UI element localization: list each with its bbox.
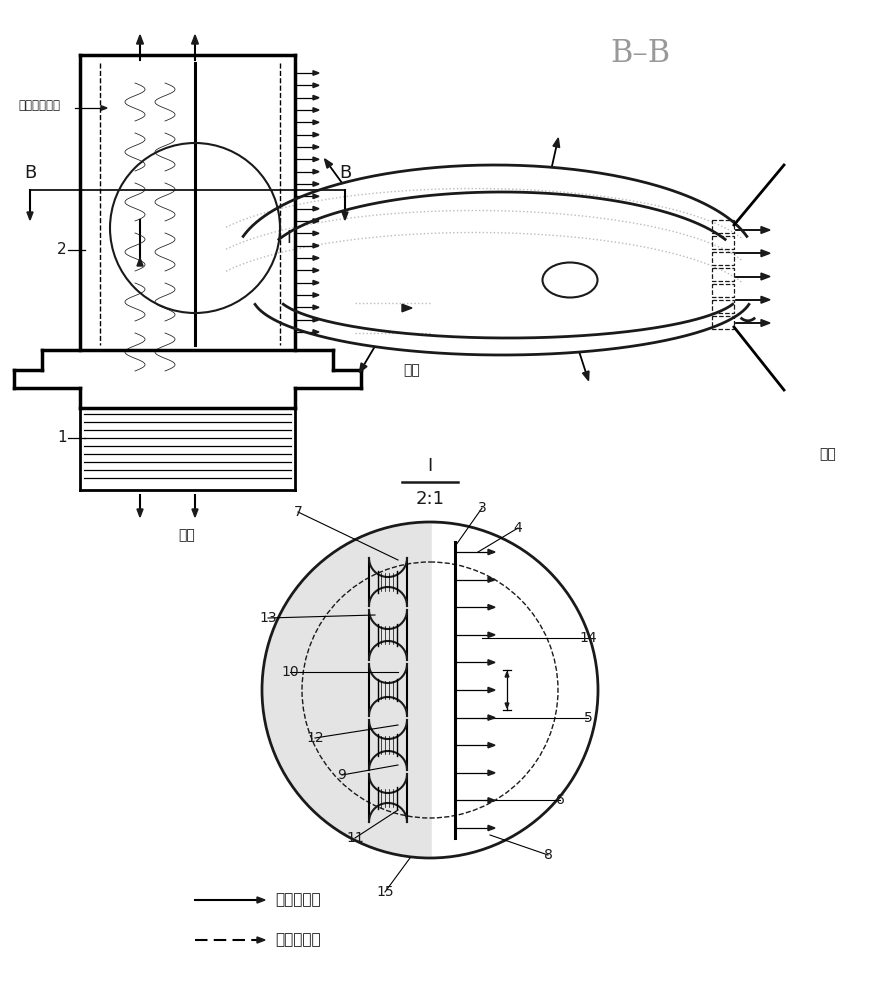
Text: ：冷气流向: ：冷气流向: [274, 892, 320, 907]
Polygon shape: [487, 825, 494, 831]
Text: 7: 7: [293, 505, 302, 519]
Text: 11: 11: [346, 831, 364, 845]
Text: 燃气: 燃气: [403, 363, 420, 377]
Polygon shape: [359, 363, 367, 372]
Circle shape: [264, 524, 595, 856]
Polygon shape: [760, 273, 769, 280]
Polygon shape: [313, 157, 318, 162]
Polygon shape: [191, 35, 198, 44]
Polygon shape: [313, 317, 318, 322]
Polygon shape: [487, 715, 494, 720]
Polygon shape: [313, 305, 318, 310]
Polygon shape: [313, 268, 318, 273]
Polygon shape: [257, 937, 265, 943]
Bar: [432, 524, 595, 856]
Polygon shape: [313, 182, 318, 186]
Polygon shape: [313, 243, 318, 248]
Polygon shape: [401, 304, 411, 312]
Bar: [712, 300, 733, 313]
Polygon shape: [487, 687, 494, 693]
Bar: [712, 284, 733, 297]
Polygon shape: [101, 106, 107, 110]
Text: 3: 3: [477, 501, 485, 515]
Polygon shape: [313, 256, 318, 260]
Polygon shape: [313, 145, 318, 149]
Bar: [712, 220, 733, 233]
Polygon shape: [504, 672, 509, 677]
Polygon shape: [487, 605, 494, 610]
Polygon shape: [313, 206, 318, 211]
Polygon shape: [760, 296, 769, 303]
Polygon shape: [313, 83, 318, 88]
Text: I: I: [427, 457, 432, 475]
Text: 5: 5: [583, 711, 592, 725]
Text: 4: 4: [513, 521, 522, 535]
Polygon shape: [487, 660, 494, 665]
Polygon shape: [191, 509, 198, 517]
Text: ：燃气流向: ：燃气流向: [274, 932, 320, 947]
Bar: [712, 268, 733, 281]
Polygon shape: [313, 330, 318, 334]
Text: B: B: [24, 164, 36, 182]
Polygon shape: [313, 108, 318, 112]
Polygon shape: [487, 770, 494, 775]
Bar: [712, 316, 733, 329]
Text: 14: 14: [578, 631, 596, 645]
Polygon shape: [760, 227, 769, 233]
Polygon shape: [342, 212, 348, 220]
Polygon shape: [487, 798, 494, 803]
Polygon shape: [313, 219, 318, 223]
Text: 2: 2: [57, 242, 67, 257]
Text: 气膜孔未示出: 气膜孔未示出: [18, 99, 60, 112]
Polygon shape: [313, 293, 318, 297]
Polygon shape: [487, 549, 494, 555]
Polygon shape: [313, 132, 318, 137]
Polygon shape: [137, 509, 143, 517]
Polygon shape: [313, 95, 318, 100]
Polygon shape: [313, 194, 318, 199]
Polygon shape: [137, 258, 143, 266]
Text: 15: 15: [375, 885, 393, 899]
Polygon shape: [487, 632, 494, 637]
Polygon shape: [257, 897, 265, 903]
Text: 13: 13: [259, 611, 276, 625]
Bar: [712, 252, 733, 265]
Polygon shape: [313, 71, 318, 75]
Text: 冷气: 冷气: [179, 528, 195, 542]
Polygon shape: [487, 577, 494, 582]
Polygon shape: [137, 35, 143, 44]
Text: 10: 10: [281, 665, 299, 679]
Text: 1: 1: [57, 430, 67, 446]
Polygon shape: [325, 159, 333, 168]
Polygon shape: [487, 743, 494, 748]
Text: 6: 6: [555, 793, 564, 807]
Text: 冷气: 冷气: [819, 447, 835, 461]
Text: 12: 12: [306, 731, 324, 745]
Polygon shape: [27, 212, 33, 220]
Bar: [712, 236, 733, 249]
Polygon shape: [552, 138, 559, 148]
Text: I: I: [286, 229, 291, 247]
Polygon shape: [313, 231, 318, 236]
Polygon shape: [313, 120, 318, 125]
Text: 9: 9: [337, 768, 346, 782]
Text: 8: 8: [543, 848, 552, 862]
Text: B–B: B–B: [609, 38, 670, 69]
Polygon shape: [504, 703, 509, 708]
Polygon shape: [760, 250, 769, 257]
Polygon shape: [760, 320, 769, 326]
Text: B: B: [339, 164, 350, 182]
Polygon shape: [313, 280, 318, 285]
Text: 2:1: 2:1: [415, 490, 444, 508]
Polygon shape: [313, 169, 318, 174]
Polygon shape: [582, 371, 588, 381]
